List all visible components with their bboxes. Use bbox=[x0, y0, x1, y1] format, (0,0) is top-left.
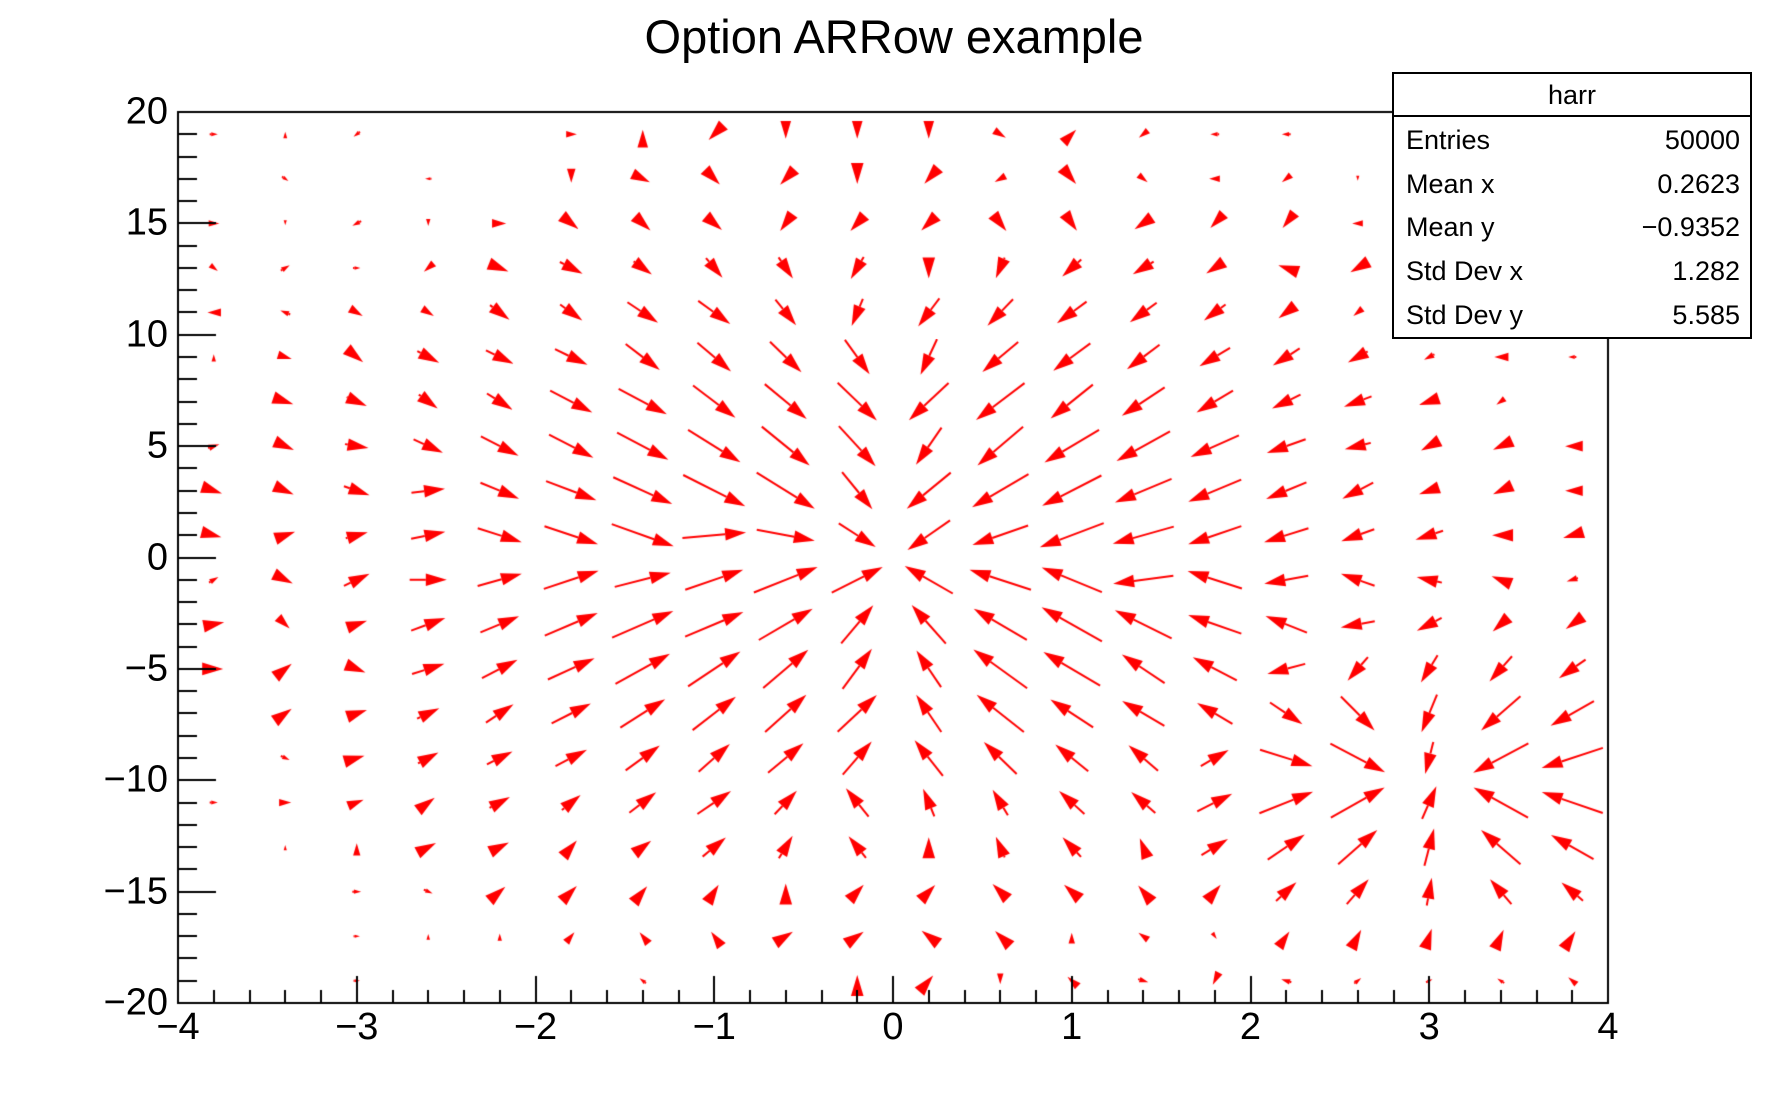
stats-row-value: 50000 bbox=[1664, 125, 1740, 156]
stats-box-rows: Entries 50000 Mean x 0.2623 Mean y −0.9352 Std… bbox=[1394, 119, 1750, 337]
x-tick-label: −1 bbox=[692, 1006, 736, 1048]
x-tick-label: 3 bbox=[1418, 1006, 1440, 1048]
y-tick-label: 20 bbox=[125, 90, 168, 133]
y-tick-label: −15 bbox=[103, 870, 168, 913]
stats-row-label: Std Dev y bbox=[1406, 299, 1524, 330]
stats-box: harr Entries 50000 Mean x 0.2623 Mean y −0.93… bbox=[1392, 72, 1752, 339]
stats-row-label: Entries bbox=[1406, 125, 1491, 156]
y-tick-label: 5 bbox=[146, 424, 168, 467]
x-tick-label: 0 bbox=[882, 1006, 904, 1048]
x-tick-label: −3 bbox=[335, 1006, 379, 1048]
y-tick-label: −10 bbox=[103, 758, 168, 801]
stats-row: Mean y −0.9352 bbox=[1394, 212, 1750, 243]
stats-row: Std Dev y 5.585 bbox=[1394, 300, 1750, 331]
stats-row: Mean x 0.2623 bbox=[1394, 169, 1750, 200]
stats-row-value: 5.585 bbox=[1672, 299, 1740, 330]
y-tick-label: −5 bbox=[124, 647, 168, 690]
stats-row-value: 1.282 bbox=[1672, 256, 1740, 287]
stats-row-label: Mean x bbox=[1406, 168, 1495, 199]
stats-row-value: 0.2623 bbox=[1657, 168, 1740, 199]
y-tick-label: 15 bbox=[125, 201, 168, 244]
y-tick-label: −20 bbox=[103, 981, 168, 1024]
y-tick-label: 0 bbox=[146, 536, 168, 578]
x-tick-label: 2 bbox=[1239, 1006, 1262, 1048]
x-tick-label: 4 bbox=[1597, 1006, 1619, 1048]
x-tick-label: −2 bbox=[513, 1006, 558, 1048]
stats-row-label: Mean y bbox=[1406, 212, 1495, 243]
stats-row-value: −0.9352 bbox=[1641, 212, 1740, 243]
stats-row: Entries 50000 bbox=[1394, 125, 1750, 156]
stats-box-title: harr bbox=[1394, 74, 1750, 117]
stats-row-label: Std Dev x bbox=[1406, 256, 1524, 287]
stats-row: Std Dev x 1.282 bbox=[1394, 256, 1750, 287]
x-tick-label: 1 bbox=[1061, 1006, 1083, 1048]
y-tick-label: 10 bbox=[125, 313, 168, 356]
x-tick-label: −4 bbox=[156, 1006, 200, 1048]
